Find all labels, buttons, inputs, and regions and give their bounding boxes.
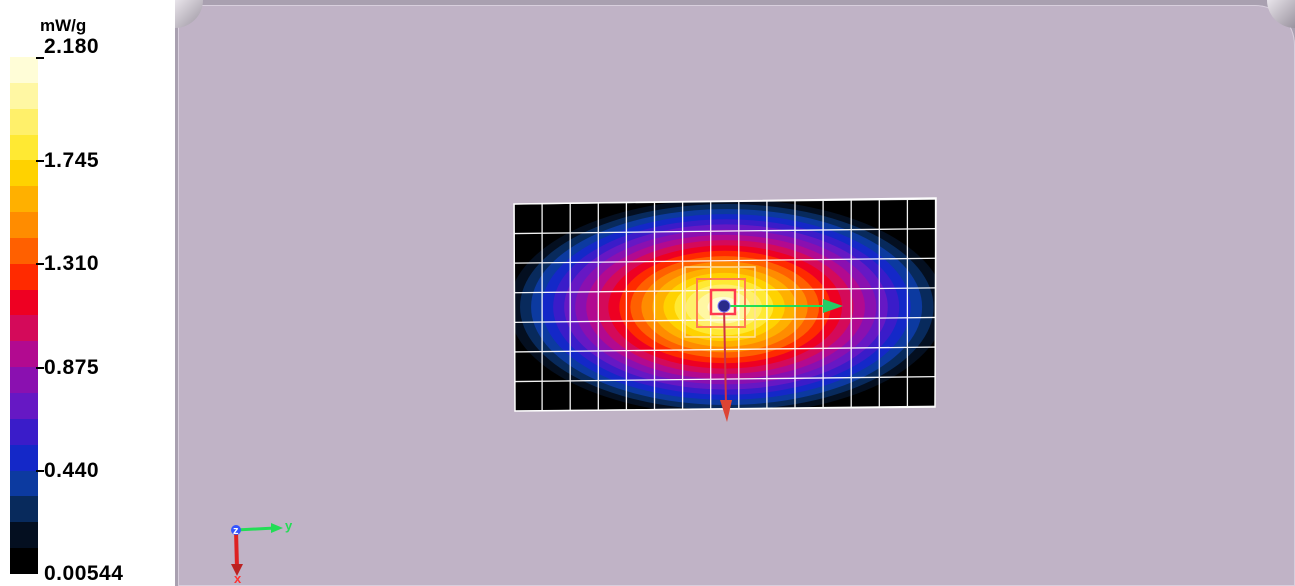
sar-map-canvas: y z x: [231, 197, 937, 586]
legend-color-swatch: [10, 548, 38, 574]
legend-tick-label: 0.440: [44, 459, 100, 482]
legend-min-label: 0.00544: [44, 562, 124, 585]
legend-tick: [36, 263, 44, 265]
legend-color-swatch: [10, 212, 38, 238]
legend-tick: [36, 367, 44, 369]
legend-color-swatch: [10, 82, 38, 109]
axis-label-x: x: [234, 571, 242, 586]
grid-line: [514, 257, 936, 264]
legend-color-swatch: [10, 418, 38, 445]
legend-color-swatch: [10, 134, 38, 161]
legend-tick: [36, 160, 44, 162]
legend-color-swatch: [10, 315, 38, 342]
legend-unit-label: mW/g: [40, 16, 87, 35]
legend-tick: [36, 470, 44, 472]
legend-color-swatch: [10, 108, 38, 135]
color-scale-legend: mW/g 2.180 1.745 1.310 0.875 0.440 0.005…: [0, 0, 175, 586]
legend-tick-label: 0.875: [44, 356, 100, 379]
3d-viewport[interactable]: y z x: [175, 0, 1295, 586]
legend-tick-label: 1.310: [44, 252, 100, 275]
legend-color-swatch: [10, 367, 38, 393]
axis-label-y: y: [285, 518, 293, 533]
legend-color-swatch: [10, 186, 38, 213]
axis-label-z: z: [233, 525, 239, 537]
legend-color-swatch: [10, 522, 38, 549]
legend-tick: [36, 57, 44, 59]
probe-position-marker-icon: [717, 299, 843, 422]
legend-color-swatch: [10, 263, 38, 290]
legend-color-swatch: [10, 341, 38, 368]
legend-tick-label: 1.745: [44, 149, 100, 172]
legend-color-swatch: [10, 160, 38, 187]
axis-triad-icon: y z x: [231, 518, 293, 586]
legend-color-swatch: [10, 496, 38, 523]
legend-max-label: 2.180: [44, 35, 100, 58]
legend-color-bar: [10, 57, 38, 574]
legend-color-swatch: [10, 289, 38, 316]
legend-color-swatch: [10, 57, 38, 83]
legend-color-swatch: [10, 444, 38, 471]
zoom-scan-markers: [684, 266, 756, 338]
legend-color-swatch: [10, 237, 38, 264]
grid-line: [514, 227, 936, 235]
legend-color-swatch: [10, 470, 38, 497]
legend-color-swatch: [10, 392, 38, 419]
